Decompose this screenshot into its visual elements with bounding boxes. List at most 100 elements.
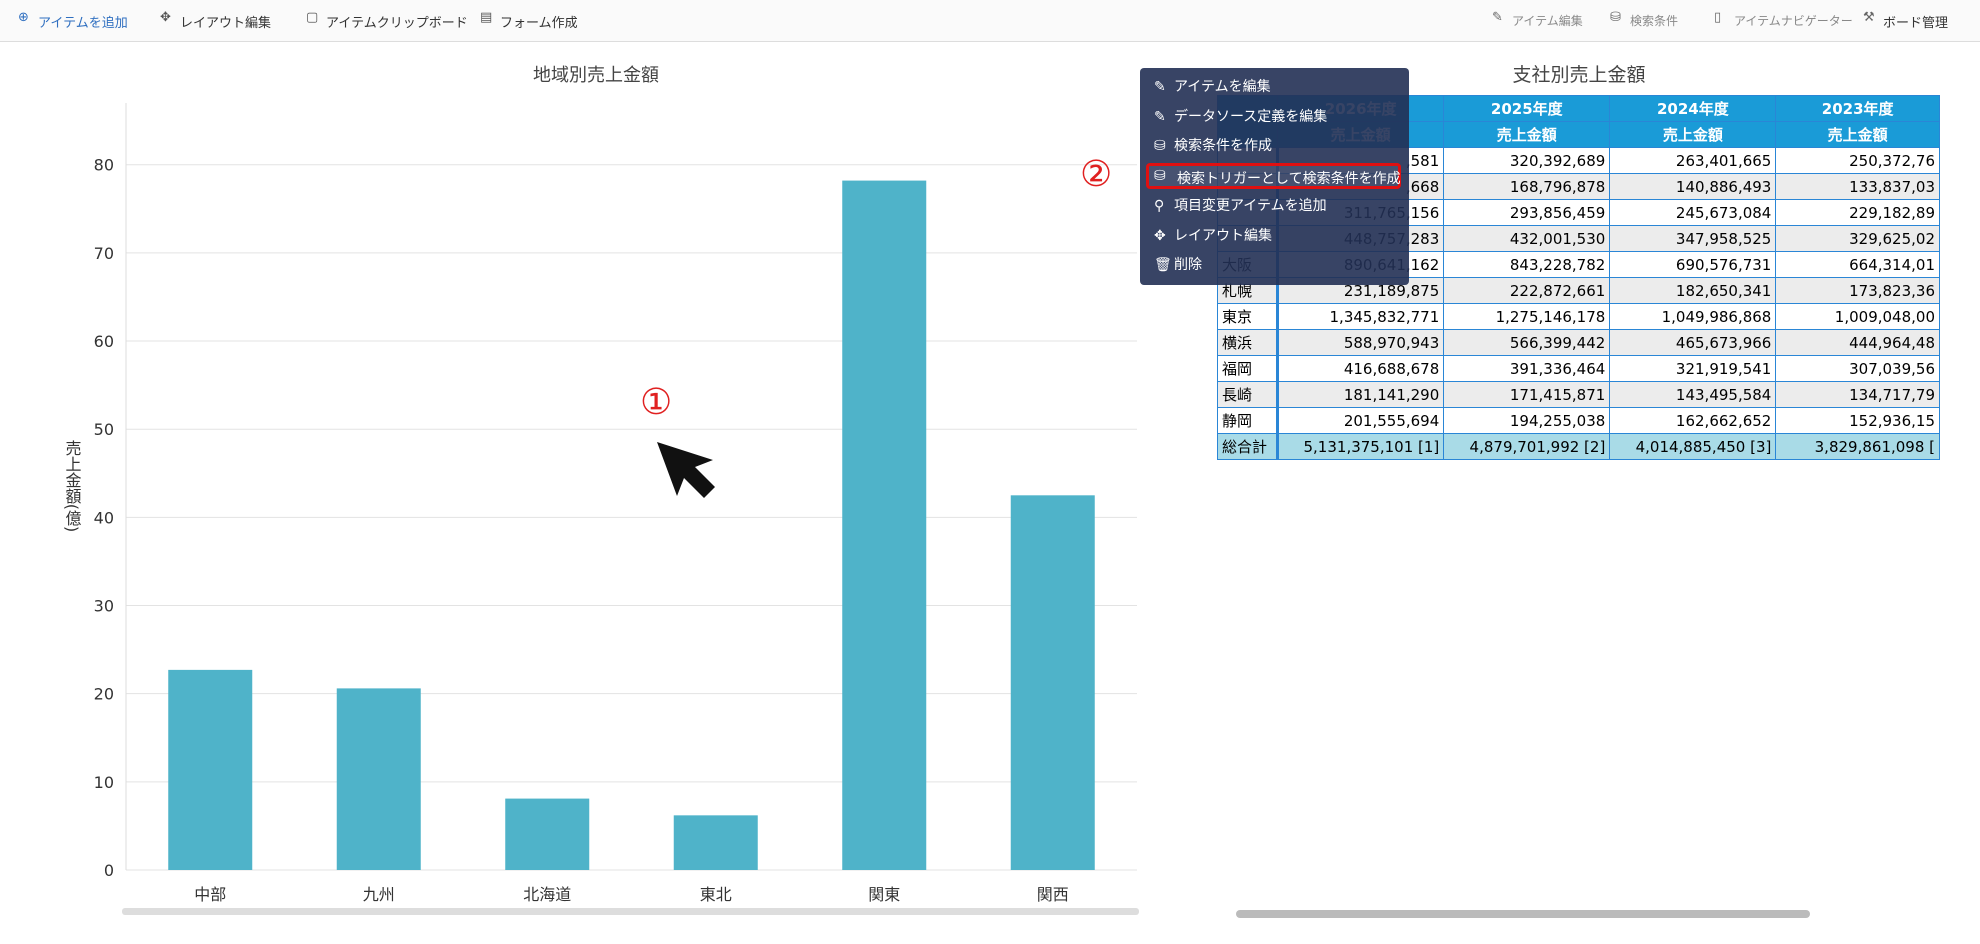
- toolbar-button[interactable]: アイテムを追加: [38, 16, 128, 31]
- row-header: 横浜: [1217, 329, 1280, 356]
- icon: ✎: [1154, 79, 1166, 95]
- toolbar-button[interactable]: フォーム作成: [500, 16, 578, 31]
- toolbar: アイテムを追加 ⊕ レイアウト編集 ✥ アイテムクリップボード ▢ フォーム作成 ▤ アイテム編…: [0, 0, 1980, 42]
- y-tick-label: 0: [104, 861, 114, 880]
- cell: 143,495,584: [1609, 381, 1777, 408]
- icon: ⚒: [1863, 10, 1875, 25]
- y-tick-label: 70: [94, 244, 114, 263]
- table-row: 東京 1,345,832,771 1,275,146,178 1,049,986,86…: [1217, 303, 1940, 330]
- cell: 347,958,525: [1609, 225, 1777, 252]
- cell: 1,009,048,00: [1775, 303, 1940, 330]
- table-row: 横浜 588,970,943 566,399,442 465,673,966 444,9…: [1217, 329, 1940, 356]
- icon: ⛁: [1154, 168, 1166, 185]
- column-header: 2024年度: [1609, 95, 1777, 122]
- row-header: 静岡: [1217, 407, 1280, 434]
- bar[interactable]: [673, 815, 758, 870]
- cell: 843,228,782: [1443, 251, 1611, 278]
- table-row: 長崎 181,141,290 171,415,871 143,495,584 134,7…: [1217, 381, 1940, 408]
- icon: ▢: [306, 10, 319, 25]
- cell: 307,039,56: [1775, 355, 1940, 382]
- cell: 1,049,986,868: [1609, 303, 1777, 330]
- icon: ✎: [1492, 10, 1503, 25]
- cell: 182,650,341: [1609, 277, 1777, 304]
- menu-item[interactable]: 検索トリガーとして検索条件を作成: [1146, 163, 1401, 190]
- cell: 194,255,038: [1443, 407, 1611, 434]
- cell: 152,936,15: [1775, 407, 1940, 434]
- cell: 320,392,689: [1443, 147, 1611, 174]
- toolbar-button[interactable]: レイアウト編集: [180, 16, 272, 31]
- cell: 664,314,01: [1775, 251, 1940, 278]
- menu-item[interactable]: レイアウト編集: [1174, 227, 1272, 244]
- y-tick-label: 30: [94, 597, 114, 616]
- column-header: 2023年度: [1775, 95, 1940, 122]
- menu-item[interactable]: 項目変更アイテムを追加: [1174, 197, 1327, 214]
- x-tick-label: 北海道: [523, 885, 571, 904]
- row-header: 福岡: [1217, 355, 1280, 382]
- menu-item[interactable]: データソース定義を編集: [1174, 108, 1328, 125]
- table-row: 静岡 201,555,694 194,255,038 162,662,652 152,9…: [1217, 407, 1940, 434]
- y-tick-label: 50: [94, 420, 114, 439]
- cell: 171,415,871: [1443, 381, 1611, 408]
- toolbar-button[interactable]: ボード管理: [1883, 16, 1949, 31]
- cell: 321,919,541: [1609, 355, 1777, 382]
- icon: ⛁: [1154, 138, 1166, 155]
- toolbar-button[interactable]: アイテムクリップボード: [326, 16, 468, 31]
- cell: 4,879,701,992 [2]: [1443, 433, 1611, 460]
- icon: ▯: [1714, 10, 1722, 25]
- scrollbar[interactable]: [1236, 910, 1810, 918]
- column-subheader: 売上金額: [1775, 121, 1940, 148]
- cell: 222,872,661: [1443, 277, 1611, 304]
- x-tick-label: 九州: [363, 885, 395, 904]
- cell: 133,837,03: [1775, 173, 1940, 200]
- chart-title: 地域別売上金額: [533, 65, 659, 86]
- toolbar-button[interactable]: アイテム編集: [1512, 14, 1583, 28]
- table-row: 札幌 231,189,875 222,872,661 182,650,341 173,8…: [1217, 277, 1940, 304]
- menu-item[interactable]: アイテムを編集: [1174, 79, 1271, 95]
- y-tick-label: 80: [94, 156, 114, 175]
- bar[interactable]: [336, 688, 421, 870]
- table: 2026年度2025年度2024年度2023年度売上金額売上金額売上金額売上金額…: [1217, 95, 1940, 460]
- cell: 293,856,459: [1443, 199, 1611, 226]
- cell: 444,964,48: [1775, 329, 1940, 356]
- cell: 416,688,678: [1277, 355, 1445, 382]
- cell: 432,001,530: [1443, 225, 1611, 252]
- cell: 329,625,02: [1775, 225, 1940, 252]
- cell: 1,345,832,771: [1277, 303, 1445, 330]
- column-header: 2025年度: [1443, 95, 1611, 122]
- bar[interactable]: [505, 798, 590, 870]
- menu-item[interactable]: 削除: [1174, 257, 1202, 274]
- cell: 245,673,084: [1609, 199, 1777, 226]
- bar[interactable]: [168, 669, 253, 870]
- table-row: 総合計 5,131,375,101 [1] 4,879,701,992 [2] 4,0…: [1217, 433, 1940, 460]
- column-subheader: 売上金額: [1609, 121, 1777, 148]
- toolbar-button[interactable]: 検索条件: [1630, 14, 1679, 28]
- cell: 391,336,464: [1443, 355, 1611, 382]
- y-tick-label: 40: [94, 508, 114, 527]
- table-title: 支社別売上金額: [1512, 64, 1645, 86]
- x-tick-label: 中部: [194, 885, 226, 904]
- scrollbar[interactable]: [122, 908, 1139, 915]
- x-tick-label: 関東: [868, 885, 900, 904]
- x-tick-label: 関西: [1037, 885, 1069, 904]
- x-tick-label: 東北: [700, 885, 732, 904]
- icon: ⛁: [1610, 10, 1621, 25]
- cell: 566,399,442: [1443, 329, 1611, 356]
- cell: 1,275,146,178: [1443, 303, 1611, 330]
- cell: 250,372,76: [1775, 147, 1940, 174]
- y-tick-label: 10: [94, 773, 114, 792]
- icon: ▤: [480, 10, 493, 25]
- bar[interactable]: [842, 180, 927, 870]
- cell: 162,662,652: [1609, 407, 1777, 434]
- cell: 134,717,79: [1775, 381, 1940, 408]
- context-menu: アイテムを編集 ✎ データソース定義を編集 ✎ 検索条件を作成 ⛁ 検索トリガーとして検索条…: [1140, 68, 1409, 285]
- y-tick-label: 60: [94, 332, 114, 351]
- y-axis-label: 売上金額(億): [63, 440, 82, 532]
- menu-item[interactable]: 検索条件を作成: [1174, 138, 1272, 155]
- toolbar-button[interactable]: アイテムナビゲーター: [1734, 14, 1853, 28]
- cell: 690,576,731: [1609, 251, 1777, 278]
- bar[interactable]: [1010, 495, 1095, 870]
- cell: 140,886,493: [1609, 173, 1777, 200]
- cell: 173,823,36: [1775, 277, 1940, 304]
- icon: 🗑: [1154, 257, 1172, 274]
